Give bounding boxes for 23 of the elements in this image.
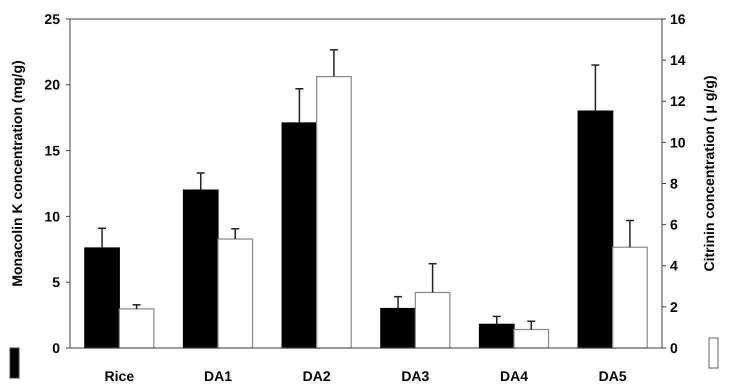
y2-tick-label: 12 bbox=[670, 93, 686, 110]
y2-tick-label: 16 bbox=[670, 10, 686, 27]
y2-axis-title: Citrinin concentration ( μ g/g) bbox=[701, 76, 717, 272]
y-axis-title: Monacolin K concentration (mg/g) bbox=[9, 60, 25, 287]
y-tick-label: 5 bbox=[52, 274, 60, 290]
y-tick-label: 10 bbox=[44, 208, 60, 224]
y2-tick-label: 6 bbox=[670, 216, 678, 233]
x-tick-label: DA1 bbox=[204, 368, 232, 384]
x-tick-label: Rice bbox=[104, 368, 134, 384]
y2-tick-label: 14 bbox=[670, 52, 686, 68]
y-tick-label: 15 bbox=[44, 142, 60, 158]
y2-tick-label: 4 bbox=[670, 258, 678, 274]
y2-tick-label: 2 bbox=[670, 298, 678, 315]
x-tick-label: DA5 bbox=[598, 368, 627, 384]
y-tick-label: 0 bbox=[52, 340, 60, 356]
y2-tick-label: 8 bbox=[670, 175, 678, 192]
y-tick-label: 20 bbox=[44, 76, 60, 93]
y-tick-label: 25 bbox=[44, 10, 60, 27]
x-tick-label: DA3 bbox=[401, 368, 430, 384]
x-tick-label: DA4 bbox=[500, 368, 528, 384]
y2-tick-label: 10 bbox=[670, 134, 686, 150]
y2-tick-label: 0 bbox=[670, 340, 678, 356]
x-tick-label: DA2 bbox=[302, 368, 331, 384]
